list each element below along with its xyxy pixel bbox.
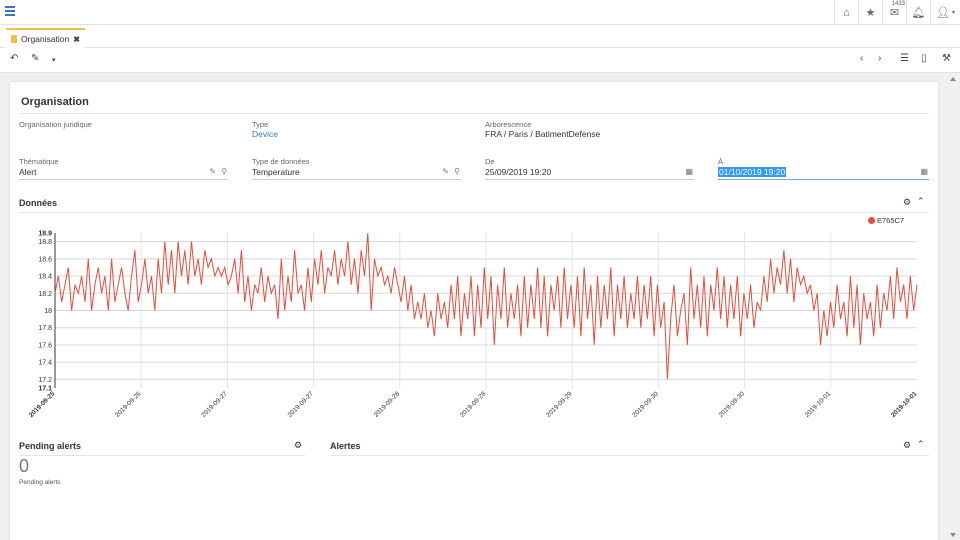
wrench-icon[interactable]: ⚒ <box>942 53 951 64</box>
x-tick-label: 2019-10-01 <box>890 390 919 419</box>
y-tick-label: 17.6 <box>38 342 52 349</box>
a-date-field[interactable]: 01/10/2019 19:20 ▦ <box>718 166 929 180</box>
alertes-title: Alertes <box>330 441 361 451</box>
top-navbar: ⌂ ★ ✉ 1433 🔔︎ 👤︎ ▾ <box>0 0 960 25</box>
x-tick-label: 2019-09-29 <box>545 390 574 419</box>
x-tick-label: 2019-09-30 <box>718 390 747 419</box>
pending-divider <box>19 455 305 456</box>
home-icon[interactable]: ⌂ <box>834 0 858 25</box>
y-tick-label: 18.4 <box>38 274 52 281</box>
chevron-left-icon[interactable]: ‹ <box>860 53 864 64</box>
de-value: 25/09/2019 19:20 <box>485 167 552 177</box>
calendar-icon[interactable]: ▦ <box>685 167 693 176</box>
x-tick-label: 2019-09-26 <box>114 390 143 419</box>
type-donnees-value: Temperature <box>252 167 300 177</box>
thematique-label: Thématique <box>19 157 59 166</box>
donnees-divider <box>19 212 929 213</box>
top-icon-group: ⌂ ★ ✉ 1433 🔔︎ 👤︎ ▾ <box>834 0 960 25</box>
x-tick-label: 2019-09-25 <box>28 390 57 419</box>
arborescence-label: Arborescence <box>485 120 532 129</box>
x-tick-label: 2019-09-28 <box>459 390 488 419</box>
tab-close-icon[interactable]: ✖ <box>73 34 80 44</box>
org-juridique-label: Organisation juridique <box>19 120 92 129</box>
y-tick-label: 18.6 <box>38 256 52 263</box>
paperclip-icon[interactable]: ✎ <box>31 53 40 64</box>
a-label: À <box>718 157 724 166</box>
page-title: Organisation <box>21 96 89 108</box>
pencil-icon[interactable]: ✎ <box>442 167 449 176</box>
type-value-link[interactable]: Device <box>252 129 278 139</box>
a-value: 01/10/2019 19:20 <box>718 167 787 177</box>
pencil-icon[interactable]: ✎ <box>209 167 216 176</box>
gear-icon[interactable]: ⚙ <box>903 440 912 450</box>
user-icon: 👤︎ <box>936 7 950 19</box>
type-donnees-label: Type de données <box>252 157 310 166</box>
organisation-card: Organisation Organisation juridique Type… <box>10 82 938 540</box>
x-tick-label: 2019-09-27 <box>287 390 316 419</box>
alertes-divider <box>330 455 929 456</box>
tab-bar: Organisation ✖ <box>0 25 960 48</box>
type-donnees-field[interactable]: Temperature ✎ ⚲ <box>252 166 461 180</box>
file-icon <box>11 35 17 43</box>
chart-grid <box>54 233 917 388</box>
chevron-up-icon[interactable]: ⌃ <box>917 196 925 206</box>
thematique-field[interactable]: Alert ✎ ⚲ <box>19 166 228 180</box>
arborescence-value: FRA / Paris / BatimentDefense <box>485 129 601 139</box>
x-tick-label: 2019-10-01 <box>804 390 833 419</box>
x-axis-ticks: 2019-09-25 2019-09-26 2019-09-27 2019-09-27… <box>28 390 919 419</box>
gear-icon[interactable]: ⚙ <box>294 440 303 450</box>
x-tick-label: 2019-09-30 <box>631 390 660 419</box>
search-icon[interactable]: ⚲ <box>454 167 460 176</box>
star-icon[interactable]: ★ <box>858 0 882 25</box>
y-tick-label: 17.1 <box>38 386 52 393</box>
undo-icon[interactable]: ↶ <box>10 53 19 64</box>
bell-icon[interactable]: 🔔︎ <box>906 0 930 25</box>
type-label: Type <box>252 120 269 129</box>
thematique-value: Alert <box>19 167 37 177</box>
y-axis-ticks: 18.918.8 18.6 18.4 18.2 18 17.8 17.6 17.4 17.2 17… <box>38 231 52 393</box>
page-scrollbar[interactable] <box>947 73 960 540</box>
y-tick-label: 17.8 <box>38 325 52 332</box>
temperature-chart: 18.918.8 18.6 18.4 18.2 18 17.8 17.6 17.4 17.2 17… <box>28 231 919 419</box>
pending-count-label: Pending alerts <box>19 479 61 486</box>
mail-badge: 1433 <box>891 1 905 7</box>
legend-dot <box>868 217 875 224</box>
scroll-up-arrow[interactable] <box>950 77 956 81</box>
document-icon[interactable]: ▯ <box>921 53 927 64</box>
search-icon[interactable]: ⚲ <box>221 167 227 176</box>
x-tick-label: 2019-09-27 <box>200 390 229 419</box>
chart-legend[interactable]: E765C7 <box>868 216 904 225</box>
y-tick-label: 17.4 <box>38 360 52 367</box>
donnees-section-title: Données <box>19 198 58 208</box>
hamburger-icon[interactable] <box>5 6 15 16</box>
calendar-icon[interactable]: ▦ <box>920 167 928 176</box>
toolbar: ↶ ✎ ▾ ‹ › ☰ ▯ ⚒ <box>0 48 960 73</box>
caret-down-icon[interactable]: ▾ <box>52 57 56 64</box>
scroll-down-arrow[interactable] <box>950 533 956 537</box>
de-date-field[interactable]: 25/09/2019 19:20 ▦ <box>485 166 694 180</box>
pending-count: 0 <box>19 456 30 476</box>
y-tick-label: 18 <box>44 308 52 315</box>
tab-label: Organisation <box>21 34 70 44</box>
y-tick-label: 18.9 <box>38 231 52 238</box>
x-tick-label: 2019-09-28 <box>373 390 402 419</box>
title-divider <box>19 113 929 114</box>
user-menu[interactable]: 👤︎ ▾ <box>930 0 960 25</box>
series-line-e765c7 <box>54 232 918 380</box>
tab-organisation[interactable]: Organisation ✖ <box>6 28 85 48</box>
y-tick-label: 18.8 <box>38 239 52 246</box>
de-label: De <box>485 157 495 166</box>
chevron-up-icon[interactable]: ⌃ <box>917 439 925 449</box>
envelope-icon[interactable]: ✉ 1433 <box>882 0 906 25</box>
caret-down-icon: ▾ <box>951 10 955 16</box>
y-tick-label: 17.2 <box>38 377 52 384</box>
gear-icon[interactable]: ⚙ <box>903 197 912 207</box>
list-icon[interactable]: ☰ <box>900 53 909 64</box>
legend-label: E765C7 <box>877 216 905 225</box>
y-tick-label: 18.2 <box>38 291 52 298</box>
chevron-right-icon[interactable]: › <box>878 53 882 64</box>
pending-alerts-title: Pending alerts <box>19 441 82 451</box>
